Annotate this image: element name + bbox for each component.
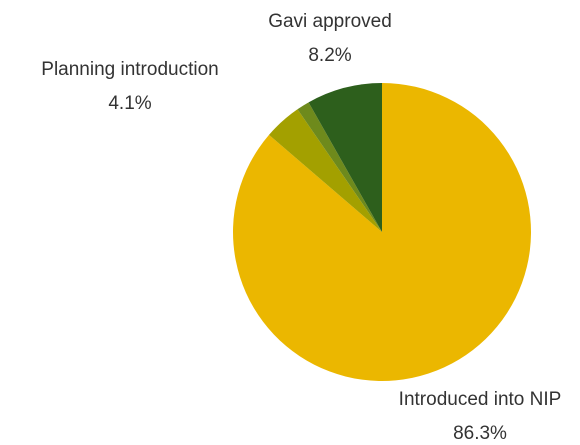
slice-value-label: 86.3% [453,423,507,444]
pie-slice [297,102,382,232]
pie-slice [269,109,382,232]
slice-value-label: 4.1% [108,93,151,114]
pie-slice [308,83,382,232]
slice-label: Planning introduction [41,59,218,80]
slice-label: Introduced into NIP [399,389,562,410]
slice-value-label: 8.2% [308,45,351,66]
slice-label: Gavi approved [268,11,392,32]
